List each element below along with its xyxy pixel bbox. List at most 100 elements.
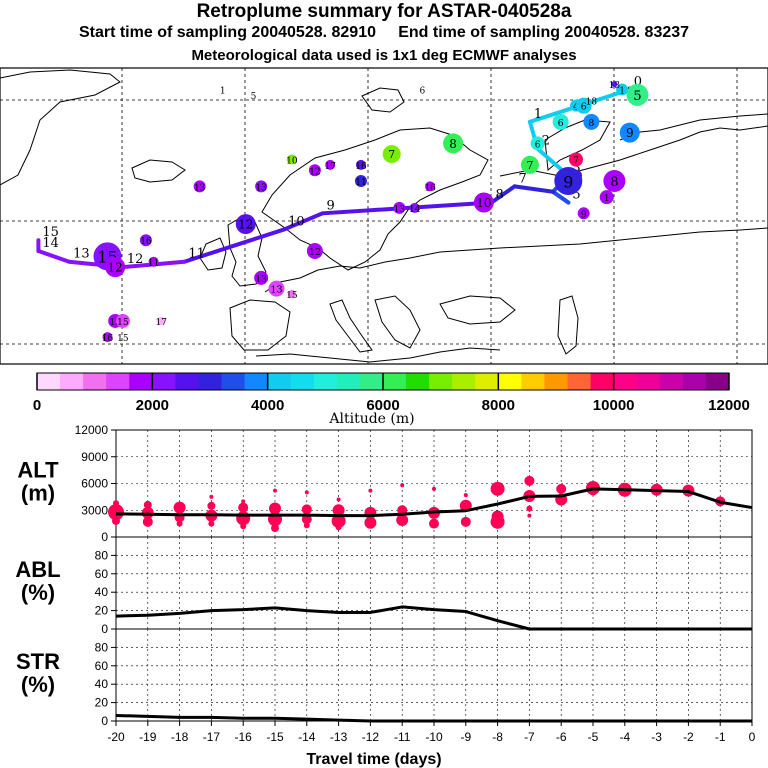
altitude-point: [207, 501, 216, 510]
cluster-label: 12: [238, 218, 253, 232]
cluster-label: 1: [604, 194, 610, 204]
cluster-marker: [382, 145, 401, 164]
cluster-label: 17: [156, 318, 168, 328]
colorbar-cell: [175, 373, 199, 390]
cluster-marker: [425, 181, 436, 192]
colorbar-cell: [359, 373, 384, 390]
cluster-marker: [102, 332, 113, 343]
trajectory-day-label: 5: [572, 188, 580, 203]
colorbar-cell: [613, 373, 638, 390]
colorbar-cell: [475, 373, 499, 390]
colorbar-cell: [37, 373, 61, 390]
cluster-label: 6: [558, 118, 564, 129]
cluster-label: 5: [251, 92, 257, 102]
altitude-point: [336, 497, 341, 502]
chart-title: Retroplume summary for ASTAR-040528a: [196, 1, 572, 22]
trajectory-day-label: 12: [127, 252, 144, 267]
panel-ylabel: ALT: [17, 458, 59, 483]
trajectory-segment: [512, 184, 555, 194]
cluster-marker: [552, 113, 569, 130]
cluster-marker: [569, 152, 583, 167]
colorbar-cell: [429, 373, 453, 390]
panel-alt: 0 3000 6000 9000 12000 ALT(m): [17, 423, 753, 544]
panel-xtick-label: -12: [362, 730, 380, 744]
cluster-label: 16: [140, 237, 152, 247]
colorbar-cell: [60, 373, 84, 390]
colorbar-cell: [267, 373, 292, 390]
cluster-marker: [268, 280, 285, 297]
cluster-marker: [157, 316, 166, 325]
cluster-marker: [308, 164, 321, 177]
cluster-marker: [583, 113, 600, 130]
altitude-point: [269, 502, 281, 515]
altitude-point: [490, 481, 505, 496]
trajectory-day-label: 9: [327, 198, 335, 213]
altitude-point: [173, 501, 186, 514]
trajectory-day-label: 8: [496, 188, 504, 203]
panel-ytick-label: 0: [101, 714, 108, 728]
panel-ytick-label: 20: [95, 696, 109, 710]
altitude-colorbar: 0 2000 4000 6000 8000 10000 12000 Altitude (m): [33, 372, 750, 427]
colorbar-tick-label: 6000: [366, 397, 399, 414]
cluster-marker: [355, 159, 366, 170]
panel-ylabel: (m): [21, 481, 55, 506]
colorbar-title: Altitude (m): [328, 411, 414, 427]
panel-xtick-label: -16: [235, 730, 253, 744]
colorbar-cell: [590, 373, 615, 390]
panel-ylabel: (%): [21, 672, 55, 697]
panel-ytick-label: 80: [95, 548, 109, 562]
cluster-label: 13: [270, 285, 282, 296]
cluster-marker: [325, 159, 336, 170]
panel-xtick-label: -13: [330, 730, 348, 744]
colorbar-cell: [290, 373, 315, 390]
altitude-point: [524, 475, 535, 486]
cluster-marker: [619, 122, 640, 143]
colorbar-cell: [336, 373, 361, 390]
cluster-label: 16: [424, 183, 436, 193]
panel-ytick-label: 9000: [81, 450, 108, 464]
cluster-marker: [255, 180, 268, 193]
trajectory-segment: [282, 211, 325, 232]
altitude-point: [273, 488, 277, 493]
altitude-point: [432, 486, 436, 491]
cluster-label: 15: [286, 291, 298, 301]
cluster-label: 5: [633, 89, 641, 104]
altitude-point: [368, 488, 373, 493]
panel-xtick-label: -10: [425, 730, 443, 744]
cluster-label: 13: [109, 318, 121, 328]
colorbar-cell: [498, 373, 522, 390]
cluster-label: 6: [420, 87, 426, 97]
panel-ytick-label: 6000: [81, 477, 108, 491]
cluster-label: 9: [626, 126, 634, 140]
trajectory-segment: [182, 227, 287, 264]
altitude-point: [108, 504, 124, 521]
colorbar-tick-label: 10000: [593, 397, 635, 414]
colorbar-cell: [452, 373, 476, 390]
coast-iberia: [229, 299, 291, 351]
cluster-label: 11: [148, 259, 159, 269]
trajectory-day-label: 1: [534, 107, 542, 122]
colorbar-cell: [383, 373, 407, 390]
panel-ytick-label: 20: [95, 604, 109, 618]
colorbar-tick-label: 2000: [136, 397, 169, 414]
panel-ytick-label: 12000: [75, 423, 109, 437]
colorbar-cell: [636, 373, 661, 390]
coast-continent: [264, 227, 768, 293]
start-time-label: Start time of sampling 20040528. 82910: [78, 24, 376, 41]
cluster-marker: [554, 167, 583, 196]
altitude-point: [143, 500, 152, 509]
trajectory-day-label: 10: [288, 214, 305, 229]
altitude-point: [556, 483, 567, 494]
panel-ylabel: ABL: [15, 557, 60, 582]
cluster-label: 15: [117, 334, 129, 344]
cluster-label: 7: [388, 148, 395, 161]
altitude-point: [176, 520, 183, 527]
cluster-label: 12: [108, 261, 123, 275]
cluster-label: 10: [476, 196, 491, 210]
cluster-label: 15: [117, 318, 129, 328]
altitude-point: [238, 502, 249, 513]
colorbar-cell: [659, 373, 684, 390]
panel-xtick-label: -15: [266, 730, 284, 744]
panel-xtick-label: -2: [683, 730, 694, 744]
coast-novaya-zemlya: [544, 119, 611, 171]
